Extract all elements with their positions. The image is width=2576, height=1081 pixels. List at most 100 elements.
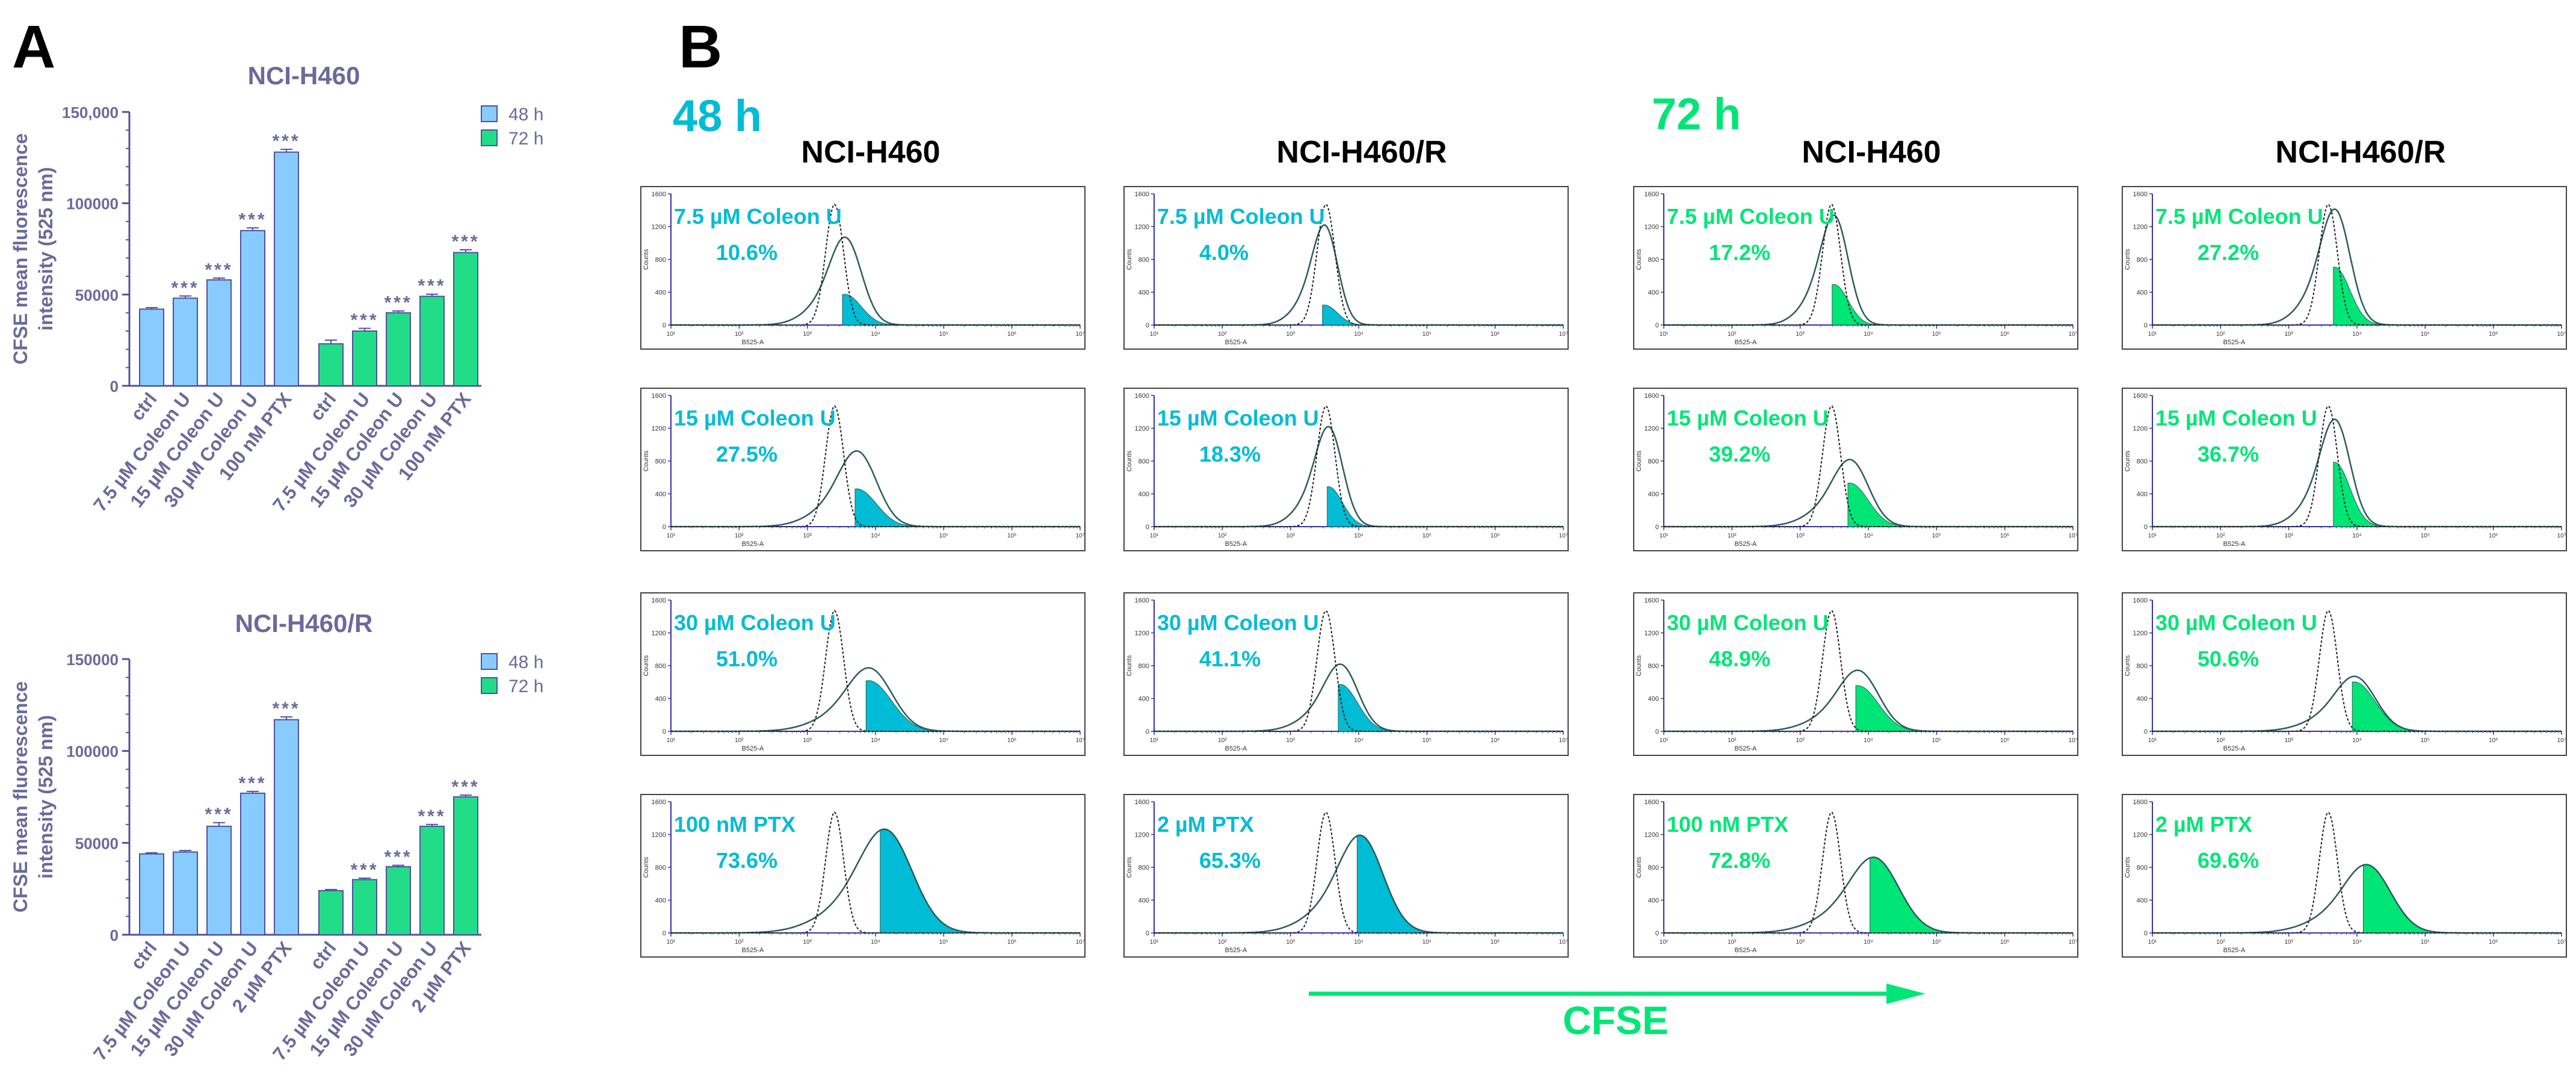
hist-y-tick-label: 0	[1655, 524, 1659, 531]
hist-x-tick-label: 10¹	[2148, 737, 2157, 744]
hist-x-tick-label: 10²	[1218, 939, 1227, 946]
percent-label: 73.6%	[716, 848, 777, 873]
percent-label: 10.6%	[716, 240, 777, 265]
control-histogram	[1664, 610, 2073, 732]
hist-y-title: Counts	[1635, 249, 1643, 270]
bar	[419, 296, 445, 386]
y-tick-label: 0	[110, 926, 119, 944]
hist-x-tick-label: 10³	[2284, 737, 2293, 744]
hist-x-title: B525-A	[2223, 745, 2246, 752]
hist-x-tick-label: 10³	[1796, 737, 1805, 744]
hist-x-tick-label: 10²	[2216, 939, 2225, 946]
percent-label: 27.2%	[2198, 240, 2259, 265]
hist-x-tick-label: 10⁴	[871, 331, 880, 338]
hist-y-tick-label: 0	[1655, 728, 1659, 736]
hist-x-tick-label: 10⁷	[1559, 533, 1568, 539]
hist-y-tick-label: 400	[655, 491, 666, 498]
panel-b-label: B	[679, 13, 722, 81]
bar	[352, 330, 377, 386]
hist-y-tick-label: 800	[1648, 256, 1659, 264]
control-histogram	[1154, 811, 1563, 934]
hist-x-tick-label: 10²	[735, 737, 744, 744]
hist-y-tick-label: 1200	[652, 426, 666, 433]
hist-y-title: Counts	[1126, 655, 1133, 676]
y-axis-label: CFSE mean fluorescence intensity (525 nm)	[10, 681, 57, 912]
hist-x-tick-label: 10⁶	[2489, 331, 2498, 338]
hist-x-tick-label: 10²	[1728, 533, 1737, 539]
hist-x-tick-label: 10⁷	[1076, 939, 1085, 946]
column-title-3: NCI-H460	[1802, 135, 1941, 170]
hist-y-title: Counts	[2124, 450, 2131, 471]
treatment-label: 100 nM PTX	[674, 812, 795, 837]
hist-x-title: B525-A	[2223, 947, 2246, 954]
hist-y-tick-label: 0	[2144, 728, 2148, 736]
column-title-2: NCI-H460/R	[1276, 135, 1447, 170]
hist-x-tick-label: 10¹	[1150, 939, 1159, 946]
control-histogram	[1154, 610, 1563, 732]
hist-y-tick-label: 400	[655, 897, 666, 905]
hist-x-tick-label: 10⁶	[2000, 737, 2009, 744]
hist-y-tick-label: 1600	[1135, 191, 1149, 198]
hist-y-title: Counts	[1635, 450, 1643, 471]
hist-x-tick-label: 10³	[1286, 939, 1295, 946]
histogram-frame	[640, 592, 1086, 756]
hist-y-tick-label: 1600	[652, 191, 666, 198]
hist-y-tick-label: 400	[1648, 491, 1659, 498]
legend-label: 72 h	[508, 129, 543, 149]
hist-y-tick-label: 1600	[2133, 799, 2148, 806]
significance-mark: ***	[350, 860, 378, 880]
control-histogram	[671, 404, 1080, 527]
hist-y-tick-label: 400	[1138, 491, 1149, 498]
hist-x-title: B525-A	[1225, 745, 1247, 752]
treatment-label: 15 µM Coleon U	[674, 406, 836, 430]
hist-x-tick-label: 10³	[803, 533, 812, 539]
hist-x-tick-label: 10¹	[1660, 737, 1669, 744]
hist-y-tick-label: 1200	[1135, 630, 1149, 637]
hist-x-tick-label: 10⁴	[871, 737, 880, 744]
legend-swatch	[481, 677, 498, 694]
hist-y-tick-label: 1200	[1645, 630, 1659, 637]
hist-y-title: Counts	[2124, 856, 2131, 878]
hist-x-tick-label: 10³	[1286, 737, 1295, 744]
hist-x-tick-label: 10⁷	[1559, 737, 1568, 744]
percent-label: 27.5%	[716, 442, 777, 466]
y-tick-label: 0	[110, 377, 119, 395]
hist-x-tick-label: 10³	[803, 939, 812, 946]
hist-x-tick-label: 10²	[1728, 331, 1737, 338]
hist-x-tick-label: 10⁷	[2557, 737, 2566, 744]
control-histogram	[1664, 811, 2073, 934]
hist-x-tick-label: 10²	[1218, 533, 1227, 539]
hist-x-tick-label: 10⁵	[1932, 939, 1941, 946]
hist-x-tick-label: 10⁷	[2557, 331, 2566, 338]
hist-y-tick-label: 0	[1146, 930, 1149, 937]
hist-y-tick-label: 0	[1655, 322, 1659, 329]
hist-x-tick-label: 10⁷	[2069, 533, 2078, 539]
hist-y-title: Counts	[643, 856, 650, 878]
hist-x-tick-label: 10⁴	[2352, 939, 2361, 946]
hist-x-tick-label: 10⁶	[1490, 331, 1500, 338]
hist-y-title: Counts	[643, 450, 650, 471]
hist-x-tick-label: 10⁶	[2000, 939, 2009, 946]
hist-x-tick-label: 10⁶	[1007, 331, 1016, 338]
hist-x-tick-label: 10⁷	[1076, 533, 1085, 539]
hist-y-tick-label: 1200	[1645, 224, 1659, 231]
hist-x-tick-label: 10³	[2284, 533, 2293, 539]
hist-y-tick-label: 1200	[652, 832, 666, 839]
histogram-panel: 0 400 800 1200 1600 10¹ 10² 10³ 10⁴ 10⁵ 10⁶ 10⁷ B525…	[1123, 186, 1569, 350]
hist-x-tick-label: 10⁵	[1422, 737, 1432, 744]
significance-mark: ***	[205, 260, 233, 280]
hist-x-tick-label: 10¹	[1660, 331, 1669, 338]
hist-y-tick-label: 1600	[652, 597, 666, 604]
bar-chart-ncih460r: NCI-H460/R CFSE mean fluorescence intensit…	[10, 609, 543, 1064]
control-histogram	[2152, 811, 2562, 934]
hist-y-tick-label: 0	[2144, 930, 2148, 937]
hist-y-tick-label: 1200	[2133, 832, 2148, 839]
hist-y-title: Counts	[1635, 856, 1643, 878]
hist-x-title: B525-A	[742, 947, 764, 954]
hist-x-tick-label: 10¹	[667, 533, 676, 539]
hist-x-tick-label: 10⁴	[1354, 331, 1363, 338]
hist-x-tick-label: 10⁵	[2421, 939, 2430, 946]
significance-mark: ***	[272, 131, 300, 151]
significance-mark: ***	[384, 293, 412, 313]
